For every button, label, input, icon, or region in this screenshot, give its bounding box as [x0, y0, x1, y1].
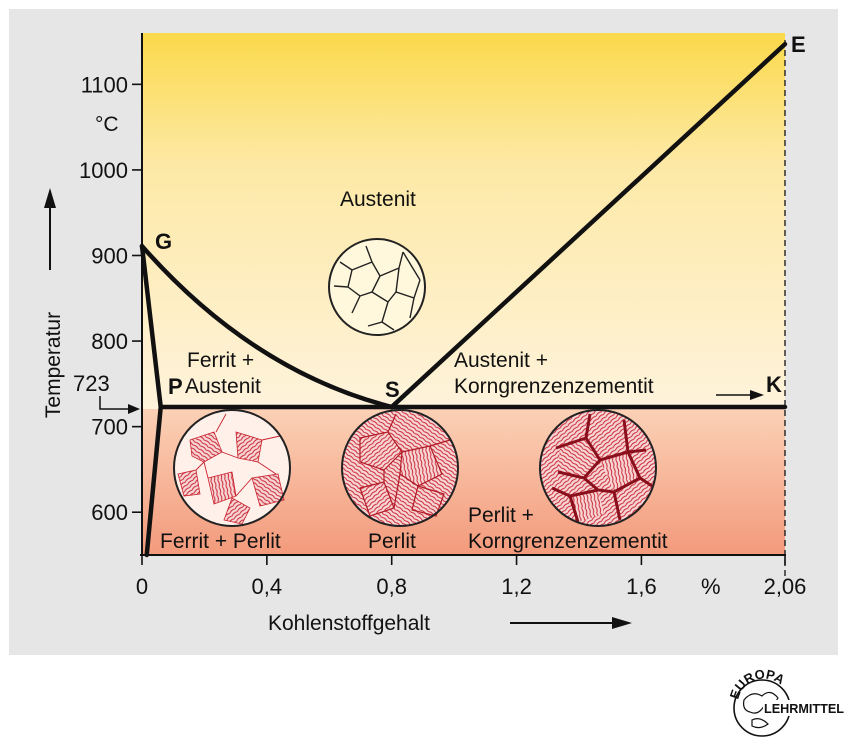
label-austenit: Austenit [340, 188, 416, 211]
perlit-zementit-micrograph [539, 409, 657, 527]
ferrit-perlit-micrograph [173, 409, 291, 527]
y-axis-arrow [44, 188, 56, 270]
label-perlit: Perlit [368, 530, 416, 553]
label-perlit-zementit-2: Korngrenzenzementit [468, 530, 668, 553]
europa-lehrmittel-logo: EUROPA LEHRMITTEL [727, 666, 845, 737]
x-tick-label: 1,6 [626, 574, 657, 599]
label-ferrit-austenit-2: Austenit [185, 375, 261, 398]
y-tick-label: 600 [91, 500, 128, 525]
line-gs [139, 243, 394, 410]
y-tick-label: 1000 [79, 158, 128, 183]
austenit-micrograph [328, 238, 426, 336]
line-se [389, 41, 788, 410]
x-axis-label: Kohlenstoffgehalt [268, 612, 430, 635]
point-k: K [766, 372, 782, 397]
x-ticks: 0 0,4 0,8 1,2 1,6 2,06 [136, 555, 807, 599]
k-arrow [716, 390, 764, 400]
point-p: P [168, 374, 183, 399]
y-ticks: 600 700 800 900 1000 1100 [79, 72, 142, 525]
phase-lines [139, 41, 788, 558]
eutectoid-arrow [99, 396, 140, 414]
x-tick-label: 0,4 [252, 574, 283, 599]
x-tick-label: 1,2 [501, 574, 532, 599]
y-unit: °C [95, 113, 119, 136]
label-austenit-zementit-2: Korngrenzenzementit [454, 375, 654, 398]
label-austenit-zementit-1: Austenit + [454, 349, 548, 372]
point-s: S [385, 377, 400, 402]
x-tick-label: 2,06 [764, 574, 807, 599]
perlit-micrograph [341, 409, 459, 527]
point-e: E [791, 32, 806, 57]
label-ferrit-perlit: Ferrit + Perlit [160, 530, 281, 553]
y-tick-label: 800 [91, 329, 128, 354]
y-tick-label: 900 [91, 243, 128, 268]
y-tick-label: 700 [91, 415, 128, 440]
x-unit: % [701, 574, 721, 599]
x-tick-label: 0,8 [376, 574, 407, 599]
label-perlit-zementit-1: Perlit + [468, 504, 534, 527]
tick-723: 723 [73, 371, 110, 396]
x-tick-label: 0 [136, 574, 148, 599]
label-ferrit-austenit-1: Ferrit + [187, 349, 254, 372]
logo-text-right: LEHRMITTEL [764, 701, 844, 716]
y-tick-label: 1100 [81, 72, 128, 97]
upper-region-fill [142, 33, 785, 409]
y-axis-label: Temperatur [42, 312, 65, 418]
point-g: G [155, 229, 172, 254]
x-axis-arrow [510, 617, 632, 629]
